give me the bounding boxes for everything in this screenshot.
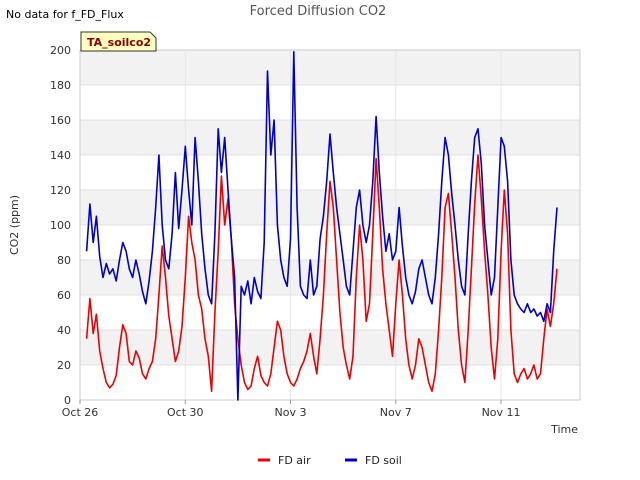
x-tick-label: Oct 26 xyxy=(62,406,99,419)
x-tick-label: Oct 30 xyxy=(167,406,204,419)
series-line-fd-soil xyxy=(85,51,558,401)
x-tick-label: Nov 11 xyxy=(482,406,521,419)
y-tick-label: 0 xyxy=(64,394,71,407)
plot-band xyxy=(80,50,580,85)
y-axis-ticks: 0 20 40 60 80 100 120 140 160 180 200 xyxy=(50,44,71,407)
y-tick-label: 60 xyxy=(57,289,71,302)
x-tick-label: Nov 7 xyxy=(380,406,412,419)
y-tick-label: 20 xyxy=(57,359,71,372)
y-tick-label: 140 xyxy=(50,149,71,162)
x-axis-title: Time xyxy=(550,423,578,436)
y-tick-label: 200 xyxy=(50,44,71,57)
y-axis-title: CO2 (ppm) xyxy=(8,195,21,255)
badge-label: TA_soilco2 xyxy=(87,36,151,49)
x-axis-ticks: Oct 26 Oct 30 Nov 3 Nov 7 Nov 11 xyxy=(62,400,521,419)
plot-band xyxy=(80,260,580,295)
y-tick-label: 100 xyxy=(50,219,71,232)
plot-frame xyxy=(79,49,581,401)
y-tick-label: 40 xyxy=(57,324,71,337)
series-layer xyxy=(85,51,558,401)
ta-soilco2-badge[interactable]: TA_soilco2 xyxy=(80,31,157,52)
plot-background-bands xyxy=(80,50,580,365)
legend-label-fd-soil: FD soil xyxy=(365,454,402,467)
legend-label-fd-air: FD air xyxy=(278,454,311,467)
series-line-fd-air xyxy=(85,154,558,393)
x-tick-label: Nov 3 xyxy=(275,406,307,419)
badge-shape xyxy=(80,31,157,52)
no-data-note: No data for f_FD_Flux xyxy=(6,8,124,21)
y-tick-label: 80 xyxy=(57,254,71,267)
legend: FD air FD soil xyxy=(258,454,402,467)
y-tick-label: 180 xyxy=(50,79,71,92)
y-tick-label: 120 xyxy=(50,184,71,197)
chart-title: Forced Diffusion CO2 xyxy=(250,4,387,19)
y-tick-label: 160 xyxy=(50,114,71,127)
